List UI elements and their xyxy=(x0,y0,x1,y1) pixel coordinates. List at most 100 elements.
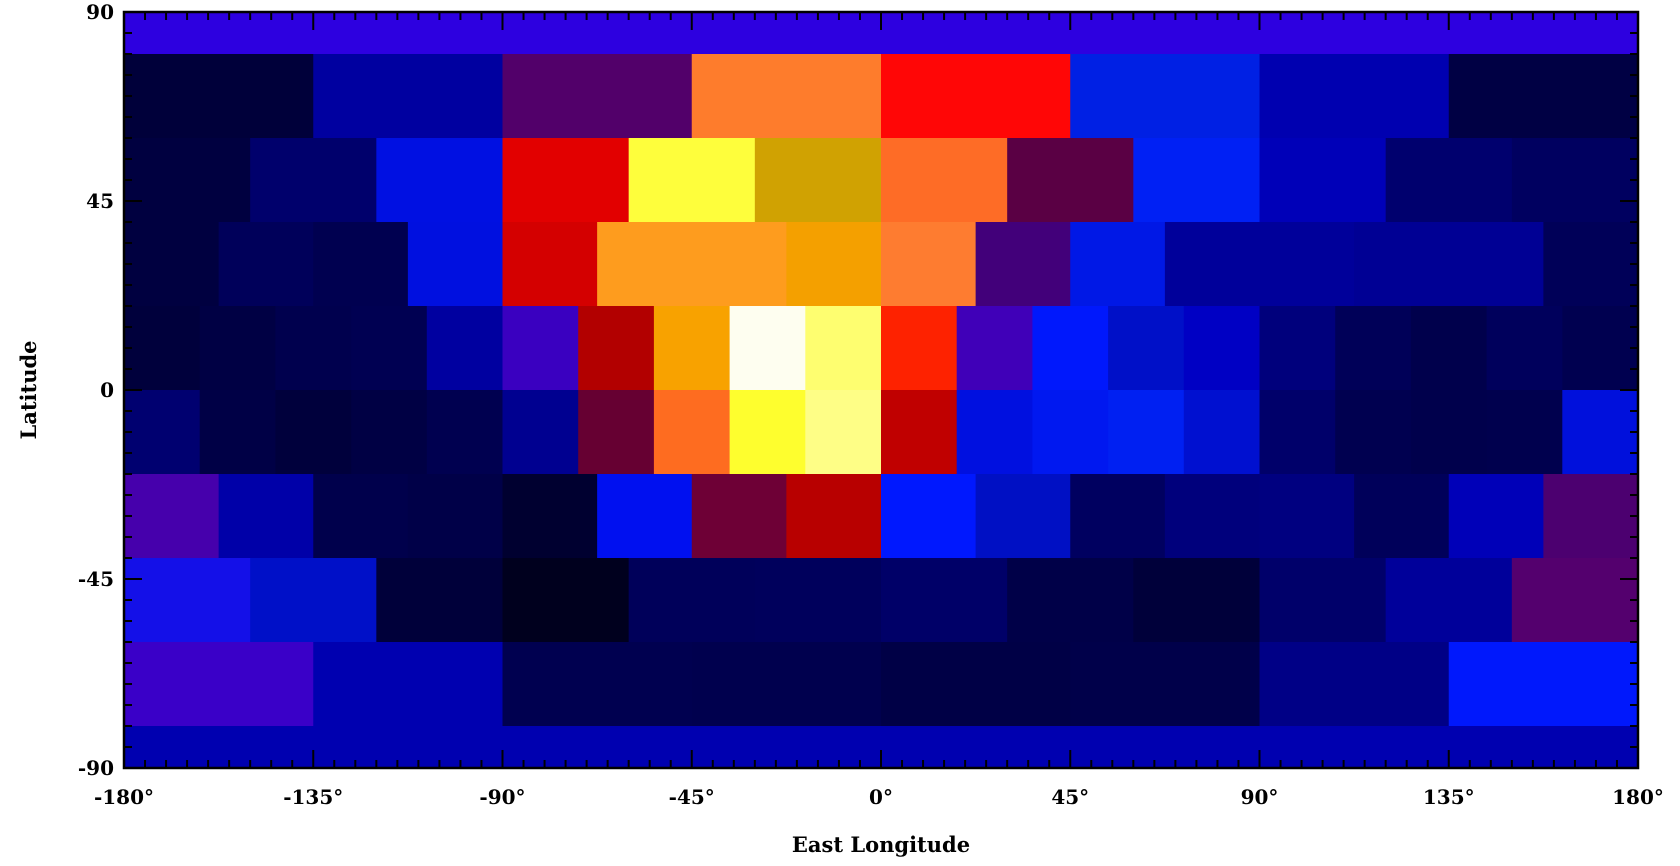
heatmap-cell xyxy=(250,138,377,223)
y-tick-label: -45 xyxy=(78,567,114,591)
heatmap-cell xyxy=(1133,138,1261,223)
heatmap-cell xyxy=(313,642,504,727)
heatmap-cell xyxy=(1070,642,1261,727)
heatmap-cell xyxy=(881,642,1071,727)
heatmap-cell xyxy=(729,306,806,391)
heatmap-cell xyxy=(881,558,1008,643)
heatmap-cell xyxy=(1108,306,1185,391)
heatmap-cell xyxy=(805,306,882,391)
x-tick-label: 90° xyxy=(1241,785,1279,809)
heatmap-cell xyxy=(1511,138,1639,223)
heatmap-cell xyxy=(124,390,201,475)
heatmap-cell xyxy=(313,474,409,559)
heatmap-cell xyxy=(1511,558,1639,643)
heatmap-cell xyxy=(1164,222,1355,307)
heatmap-cell xyxy=(1543,474,1639,559)
heatmap-cell xyxy=(1259,138,1387,223)
heatmap-cell xyxy=(351,306,428,391)
heatmap-cell xyxy=(1183,390,1261,475)
heatmap-cell xyxy=(502,390,579,475)
heatmap-cell xyxy=(956,306,1033,391)
heatmap-cell xyxy=(1562,390,1639,475)
heatmap-cell xyxy=(881,306,958,391)
y-tick-label: 0 xyxy=(100,378,114,402)
heatmap-cell xyxy=(275,306,352,391)
heatmap-cell xyxy=(1259,390,1336,475)
heatmap-cell xyxy=(199,306,276,391)
heatmap-cell xyxy=(407,222,504,307)
heatmap-cell xyxy=(1259,306,1336,391)
x-tick-label: 135° xyxy=(1423,785,1475,809)
heatmap-cell xyxy=(1543,222,1639,307)
heatmap-cell xyxy=(597,474,693,559)
heatmap-cell xyxy=(805,390,882,475)
heatmap-cell xyxy=(628,138,756,223)
heatmap-cell xyxy=(754,558,882,643)
heatmap-cell xyxy=(218,474,314,559)
heatmap-cell xyxy=(426,390,504,475)
heatmap-cell xyxy=(975,474,1071,559)
heatmap-cell xyxy=(502,138,630,223)
heatmap-cell xyxy=(1448,474,1544,559)
heatmap-cell xyxy=(691,54,882,139)
heatmap-cell xyxy=(1448,54,1639,139)
x-tick-label: -45° xyxy=(669,785,715,809)
heatmap-cell xyxy=(1007,558,1134,643)
heatmap-cell xyxy=(754,138,882,223)
heatmap-cell xyxy=(1259,54,1450,139)
x-tick-label: -180° xyxy=(94,785,154,809)
heatmap-cell xyxy=(653,306,731,391)
heatmap-cells xyxy=(124,12,1639,769)
heatmap-cell xyxy=(691,474,787,559)
heatmap-cell xyxy=(1448,642,1639,727)
heatmap-cell xyxy=(1070,474,1166,559)
x-tick-label: 180° xyxy=(1612,785,1664,809)
heatmap-cell xyxy=(313,222,409,307)
axis-ticks xyxy=(123,11,1639,769)
heatmap-cell xyxy=(313,54,504,139)
heatmap-cell xyxy=(426,306,504,391)
heatmap-cell xyxy=(881,54,1071,139)
heatmap-cell xyxy=(124,54,314,139)
heatmap-cell xyxy=(786,474,882,559)
heatmap-cell xyxy=(1385,138,1513,223)
heatmap-cell xyxy=(881,390,958,475)
heatmap-cell xyxy=(376,558,504,643)
heatmap-cell xyxy=(1354,222,1544,307)
heatmap-cell xyxy=(1183,306,1261,391)
heatmap-cell xyxy=(124,306,201,391)
heatmap-cell xyxy=(729,390,806,475)
x-tick-label: 0° xyxy=(869,785,893,809)
heatmap-cell xyxy=(250,558,377,643)
heatmap-cell xyxy=(1108,390,1185,475)
y-tick-label: -90 xyxy=(78,756,114,780)
heatmap-cell xyxy=(218,222,314,307)
heatmap-cell xyxy=(628,558,756,643)
heatmap-cell xyxy=(199,390,276,475)
heatmap-cell xyxy=(1354,474,1450,559)
x-axis-title: East Longitude xyxy=(792,832,970,857)
heatmap-cell xyxy=(1335,390,1412,475)
tick-labels: -180° -135° -90° -45° 0° 45° 90° 135° 180° -90 -45… xyxy=(78,0,1664,809)
heatmap-cell xyxy=(502,54,693,139)
heatmap-cell xyxy=(578,306,655,391)
heatmap-cell xyxy=(1259,642,1450,727)
heatmap-cell xyxy=(1385,558,1513,643)
heatmap-cell xyxy=(502,558,630,643)
heatmap-cell xyxy=(691,642,882,727)
heatmap-cell xyxy=(1164,474,1261,559)
heatmap-cell xyxy=(1133,558,1261,643)
heatmap-cell xyxy=(1486,306,1563,391)
heatmap-cell xyxy=(653,390,731,475)
heatmap-cell xyxy=(975,222,1071,307)
heatmap-cell xyxy=(1070,222,1166,307)
x-tick-label: 45° xyxy=(1051,785,1089,809)
heatmap-cell xyxy=(1259,558,1387,643)
heatmap-cell xyxy=(1032,390,1109,475)
heatmap-cell xyxy=(1070,54,1261,139)
heatmap-cell xyxy=(124,474,220,559)
heatmap-cell xyxy=(1007,138,1134,223)
heatmap-cell xyxy=(1032,306,1109,391)
heatmap-cell xyxy=(502,306,579,391)
